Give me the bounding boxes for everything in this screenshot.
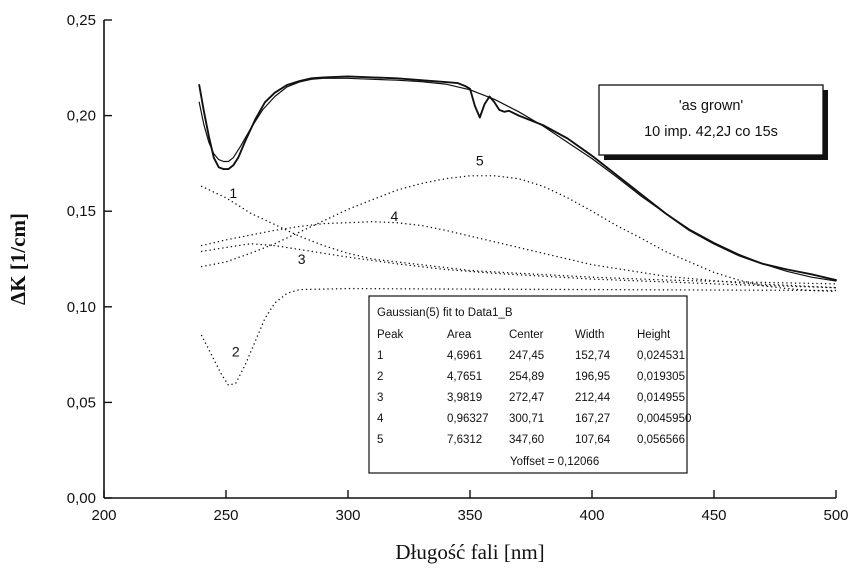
fit-table-cell: 5 xyxy=(377,434,383,446)
fit-table-cell: 347,60 xyxy=(509,434,544,446)
y-tick-label: 0,05 xyxy=(67,394,96,411)
legend-line-1: 'as grown' xyxy=(679,98,744,114)
x-tick-label: 500 xyxy=(823,507,848,524)
fit-table-cell: 4 xyxy=(377,413,384,425)
fit-table-header: Center xyxy=(509,329,544,341)
fit-table-header: Height xyxy=(637,329,671,341)
y-tick-label: 0,00 xyxy=(67,490,96,507)
x-axis-title: Długość fali [nm] xyxy=(395,540,544,564)
legend-box xyxy=(598,84,824,156)
fit-table-cell: 300,71 xyxy=(509,413,544,425)
fit-table-cell: 4,7651 xyxy=(447,371,482,383)
fit-table-header: Peak xyxy=(377,329,403,341)
fit-table-cell: 3,9819 xyxy=(447,392,482,404)
fit-table-cell: 152,74 xyxy=(575,350,611,362)
fit-table-header: Area xyxy=(447,329,472,341)
fit-table-cell: 4,6961 xyxy=(447,350,482,362)
fit-table-cell: 2 xyxy=(377,371,383,383)
fit-table-box xyxy=(368,295,688,474)
peak-label: 5 xyxy=(476,152,484,168)
fit-table-rows: Peak Area Center Width Height 1 4,6961 247,45 15… xyxy=(377,329,691,446)
x-tick-label: 450 xyxy=(701,507,726,524)
fit-table-footer: Yoffset = 0,12066 xyxy=(510,456,599,468)
ticks-layer: 200 250 300 350 400 450 500 0,00 0,05 0,10 0,15 0,2… xyxy=(67,12,849,524)
series-line-measured xyxy=(198,75,837,281)
fit-table-cell: 254,89 xyxy=(509,371,544,383)
y-tick-label: 0,10 xyxy=(67,299,96,316)
fit-table-cell: 272,47 xyxy=(509,392,544,404)
x-tick-label: 300 xyxy=(335,507,360,524)
fit-table-cell: 0,0045950 xyxy=(637,413,691,425)
fit-table-cell: 3 xyxy=(377,392,383,404)
x-tick-label: 200 xyxy=(91,507,116,524)
series-line-component-1 xyxy=(200,185,837,285)
fit-table-title: Gaussian(5) fit to Data1_B xyxy=(377,307,513,319)
fit-table-cell: 247,45 xyxy=(509,350,544,362)
fit-table-cell: 0,024531 xyxy=(637,350,685,362)
peak-label: 3 xyxy=(298,251,306,267)
peak-label: 2 xyxy=(232,344,240,360)
x-tick-label: 350 xyxy=(457,507,482,524)
fit-table-cell: 0,96327 xyxy=(447,413,489,425)
y-tick-label: 0,20 xyxy=(67,108,96,125)
fit-table: Gaussian(5) fit to Data1_B Peak Area Cente… xyxy=(368,295,691,474)
y-axis-title: ΔK [1/cm] xyxy=(6,213,30,305)
y-tick-label: 0,25 xyxy=(67,12,96,29)
fit-table-cell: 0,056566 xyxy=(637,434,685,446)
legend: 'as grown' 10 imp. 42,2J co 15s xyxy=(598,84,828,160)
legend-line-2: 10 imp. 42,2J co 15s xyxy=(644,124,778,140)
fit-table-cell: 167,27 xyxy=(575,413,610,425)
x-tick-label: 400 xyxy=(579,507,604,524)
series-line-component-3 xyxy=(200,243,837,289)
peak-label: 1 xyxy=(229,185,237,201)
series-line-fit xyxy=(198,77,837,282)
fit-table-cell: 7,6312 xyxy=(447,434,482,446)
fit-table-cell: 107,64 xyxy=(575,434,611,446)
fit-table-cell: 0,014955 xyxy=(637,392,685,404)
y-tick-label: 0,15 xyxy=(67,203,96,220)
fit-table-cell: 1 xyxy=(377,350,383,362)
series-layer: 1 2 3 4 5 xyxy=(198,75,837,386)
fit-table-cell: 212,44 xyxy=(575,392,611,404)
fit-table-cell: 196,95 xyxy=(575,371,610,383)
peak-label: 4 xyxy=(390,208,398,224)
fit-table-header: Width xyxy=(575,329,604,341)
fit-table-cell: 0,019305 xyxy=(637,371,685,383)
x-tick-label: 250 xyxy=(213,507,238,524)
series-line-component-5 xyxy=(200,175,837,293)
